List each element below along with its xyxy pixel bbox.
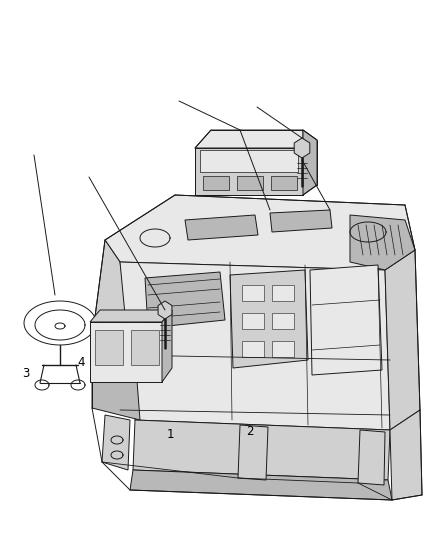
Polygon shape <box>237 176 263 190</box>
Text: 2: 2 <box>246 425 254 438</box>
Polygon shape <box>242 285 264 301</box>
Polygon shape <box>385 250 420 430</box>
Polygon shape <box>242 341 264 357</box>
Polygon shape <box>390 410 422 500</box>
Polygon shape <box>310 265 382 375</box>
Polygon shape <box>92 240 135 355</box>
Polygon shape <box>200 150 298 172</box>
Polygon shape <box>95 330 123 365</box>
Polygon shape <box>162 310 172 382</box>
Polygon shape <box>350 215 415 270</box>
Polygon shape <box>294 138 310 158</box>
Polygon shape <box>102 415 130 470</box>
Text: 3: 3 <box>23 367 30 379</box>
Polygon shape <box>133 420 390 480</box>
Polygon shape <box>358 430 385 485</box>
Polygon shape <box>230 270 308 368</box>
Polygon shape <box>130 470 392 500</box>
Polygon shape <box>92 340 140 420</box>
Polygon shape <box>158 301 172 319</box>
Polygon shape <box>131 330 159 365</box>
Polygon shape <box>203 176 229 190</box>
Polygon shape <box>270 210 332 232</box>
Polygon shape <box>242 313 264 329</box>
Polygon shape <box>90 322 162 382</box>
Polygon shape <box>120 262 390 430</box>
Polygon shape <box>303 130 317 195</box>
Polygon shape <box>272 341 294 357</box>
Text: 1: 1 <box>167 428 175 441</box>
Polygon shape <box>238 425 268 480</box>
Polygon shape <box>195 130 303 148</box>
Polygon shape <box>145 272 225 328</box>
Polygon shape <box>185 215 258 240</box>
Polygon shape <box>271 176 297 190</box>
Polygon shape <box>105 195 415 270</box>
Text: 4: 4 <box>77 356 85 369</box>
Polygon shape <box>272 285 294 301</box>
Polygon shape <box>90 310 172 322</box>
Polygon shape <box>195 148 303 195</box>
Polygon shape <box>272 313 294 329</box>
